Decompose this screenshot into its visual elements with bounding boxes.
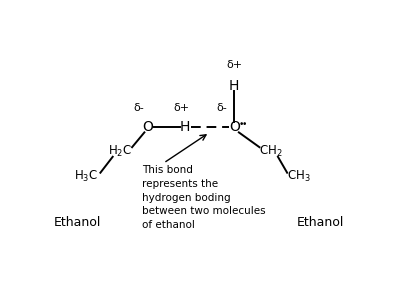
Text: CH$_2$: CH$_2$ — [259, 144, 283, 159]
Text: CH$_3$: CH$_3$ — [287, 169, 311, 184]
Text: H$_3$C: H$_3$C — [75, 169, 98, 184]
Text: •: • — [242, 120, 247, 129]
Text: O: O — [143, 120, 154, 134]
Text: O: O — [229, 120, 240, 134]
Text: Ethanol: Ethanol — [297, 216, 344, 229]
Text: δ-: δ- — [133, 104, 144, 113]
Text: δ+: δ+ — [174, 104, 190, 113]
Text: This bond
represents the
hydrogen boding
between two molecules
of ethanol: This bond represents the hydrogen boding… — [142, 165, 266, 230]
Text: δ+: δ+ — [226, 60, 242, 70]
Text: H$_2$C: H$_2$C — [108, 144, 133, 159]
Text: H: H — [229, 79, 239, 93]
Text: δ-: δ- — [216, 104, 227, 113]
Text: Ethanol: Ethanol — [54, 216, 101, 229]
Text: H: H — [180, 120, 190, 134]
Text: •: • — [238, 120, 244, 129]
